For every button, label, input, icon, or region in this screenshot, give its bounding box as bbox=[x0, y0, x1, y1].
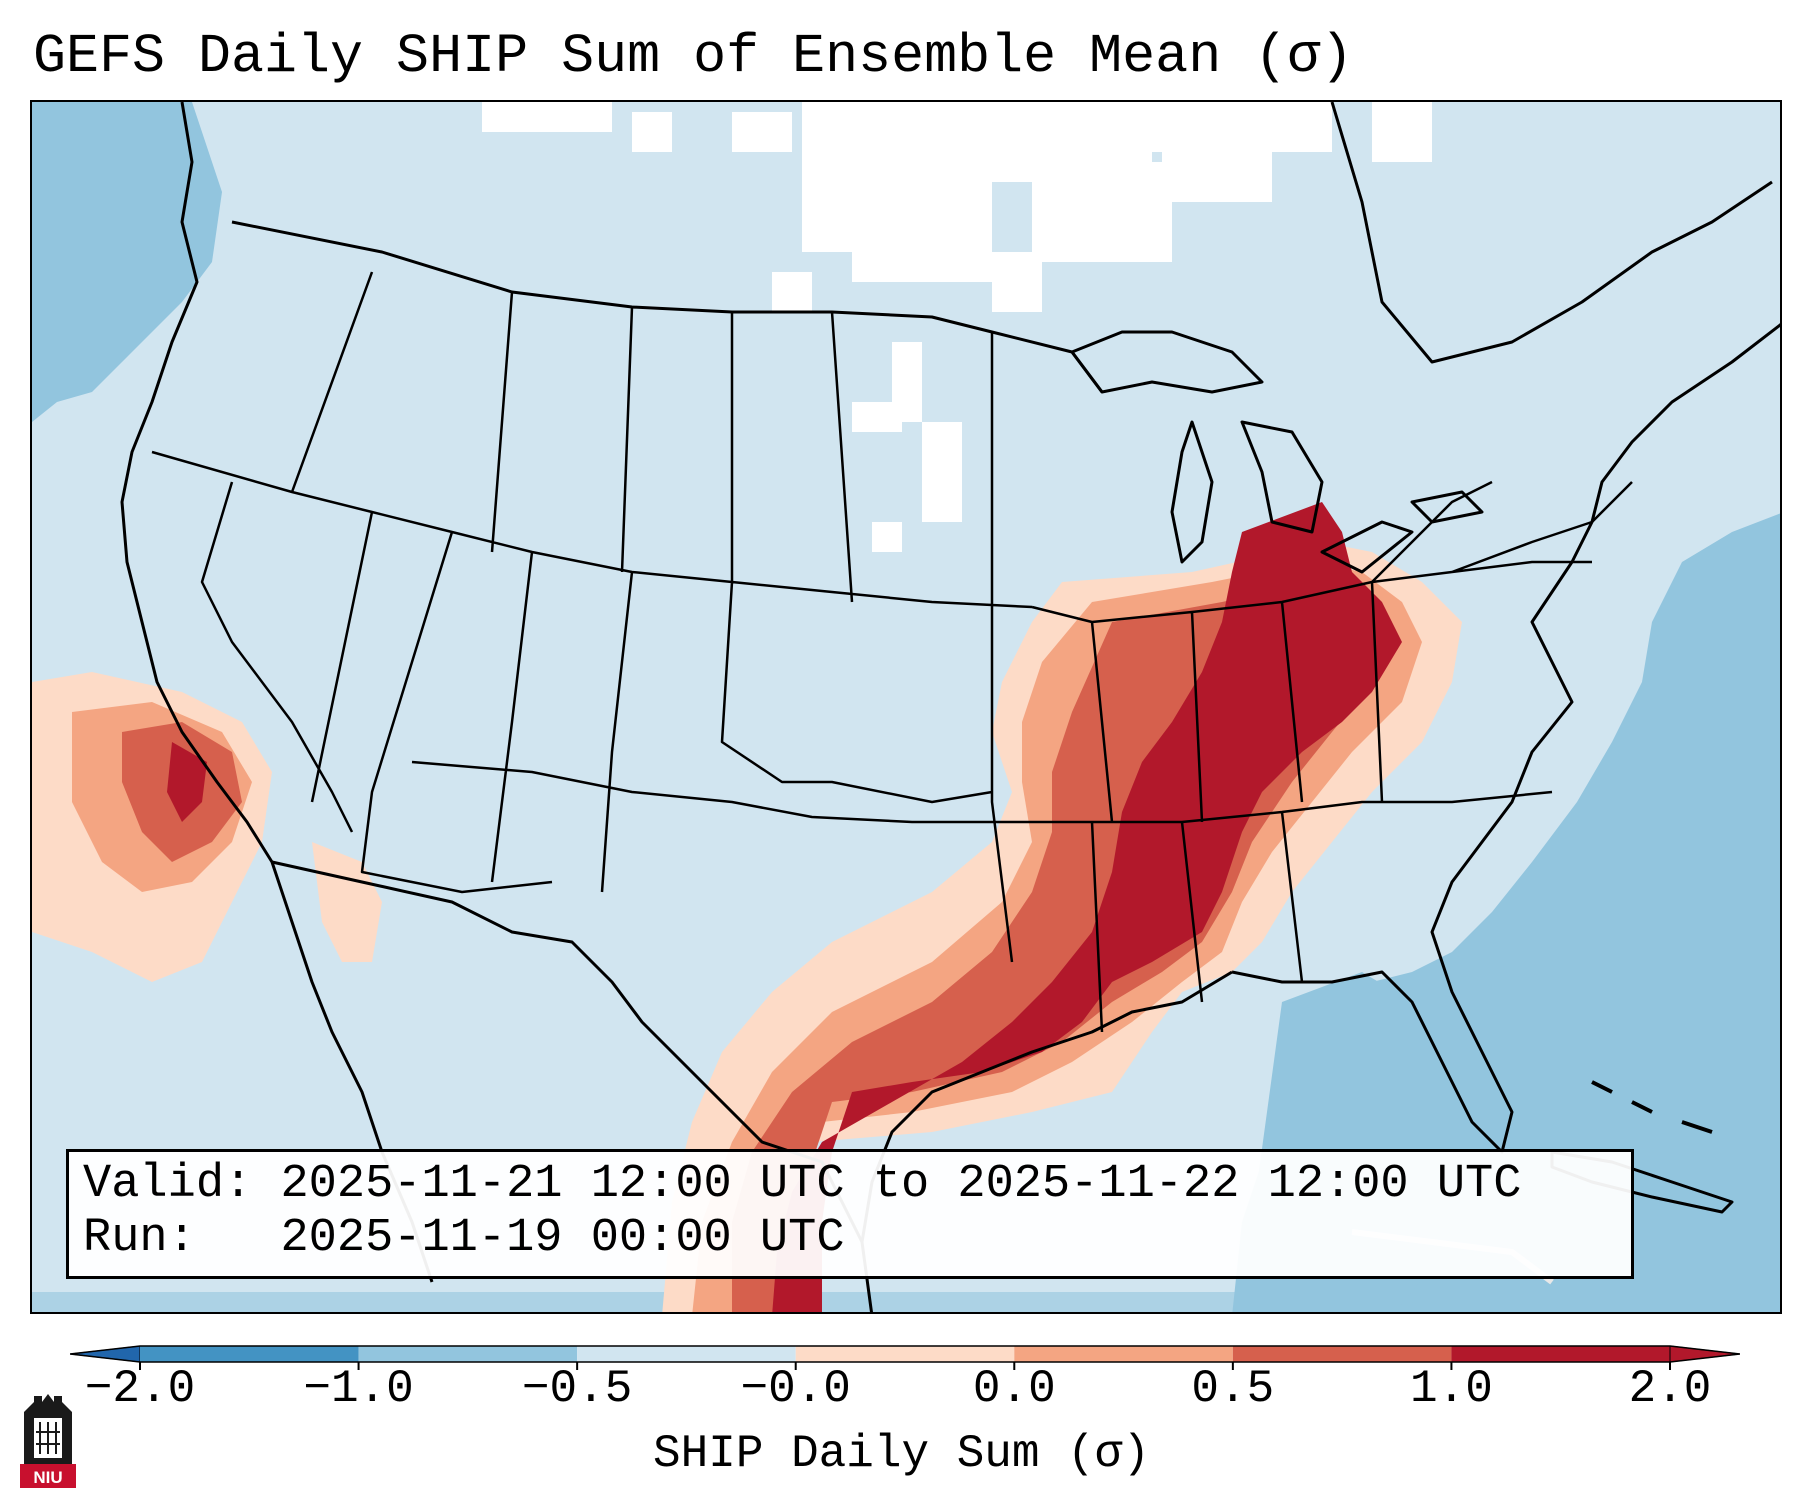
mexico-border bbox=[271, 860, 864, 1243]
run-line: Run: 2025-11-19 00:00 UTC bbox=[83, 1212, 1631, 1266]
colorbar-tick-label: −1.0 bbox=[303, 1363, 414, 1415]
west-coastline bbox=[120, 102, 434, 1283]
bahamas bbox=[1591, 1080, 1713, 1134]
near-zero-regions bbox=[482, 102, 1432, 552]
lake-erie bbox=[1320, 520, 1414, 574]
colorbar-segment bbox=[1451, 1346, 1670, 1362]
pacific-south-negative bbox=[32, 1292, 1780, 1312]
valid-value: 2025-11-21 12:00 UTC to 2025-11-22 12:00… bbox=[280, 1158, 1522, 1211]
pacific-negative-region bbox=[32, 102, 222, 422]
colorbar-tick-label: −2.0 bbox=[84, 1363, 196, 1415]
validity-info-box: Valid: 2025-11-21 12:00 UTC to 2025-11-2… bbox=[66, 1149, 1634, 1279]
page-title: GEFS Daily SHIP Sum of Ensemble Mean (σ) bbox=[33, 25, 1354, 88]
colorbar-segment bbox=[140, 1346, 359, 1362]
colorbar-tick-label: 1.0 bbox=[1410, 1363, 1493, 1415]
lake-michigan bbox=[1170, 420, 1214, 564]
pos-west-core bbox=[167, 742, 207, 822]
valid-line: Valid: 2025-11-21 12:00 UTC to 2025-11-2… bbox=[83, 1158, 1631, 1212]
run-value: 2025-11-19 00:00 UTC bbox=[280, 1212, 845, 1265]
run-label: Run: bbox=[83, 1212, 196, 1265]
canada-border bbox=[231, 220, 1104, 393]
colorbar-segment bbox=[1232, 1346, 1452, 1362]
colorbar bbox=[70, 1345, 1740, 1370]
east-coastline bbox=[1231, 323, 1780, 1154]
pos-max-core bbox=[772, 502, 1402, 1312]
logo-text: NIU bbox=[33, 1468, 62, 1487]
map-panel[interactable] bbox=[30, 100, 1782, 1314]
lake-ontario bbox=[1410, 490, 1484, 524]
valid-label: Valid: bbox=[83, 1158, 253, 1211]
colorbar-label: SHIP Daily Sum (σ) bbox=[653, 1428, 1150, 1480]
colorbar-extend-low bbox=[70, 1345, 141, 1363]
colorbar-extend-high bbox=[1669, 1345, 1740, 1363]
colorbar-segment bbox=[1014, 1346, 1233, 1362]
colorbar-tick-label: 2.0 bbox=[1628, 1363, 1712, 1415]
lake-superior bbox=[1070, 330, 1264, 394]
colorbar-tick-label: 0.0 bbox=[972, 1363, 1056, 1415]
colorbar-segment bbox=[795, 1346, 1015, 1362]
canada-east bbox=[1330, 102, 1773, 364]
colorbar-tick-label: 0.5 bbox=[1191, 1363, 1275, 1415]
positive-anomaly-regions bbox=[32, 502, 1462, 1312]
colorbar-segment bbox=[358, 1346, 578, 1362]
lake-huron bbox=[1240, 420, 1324, 534]
niu-logo-icon: NIU bbox=[20, 1394, 76, 1488]
colorbar-tick-label: −0.5 bbox=[521, 1363, 633, 1415]
negative-anomaly-regions bbox=[32, 102, 1780, 1312]
state-lines bbox=[151, 271, 1633, 1033]
map-canvas bbox=[32, 102, 1780, 1312]
colorbar-tick-label: −0.0 bbox=[740, 1363, 851, 1415]
colorbar-segment bbox=[577, 1346, 796, 1362]
